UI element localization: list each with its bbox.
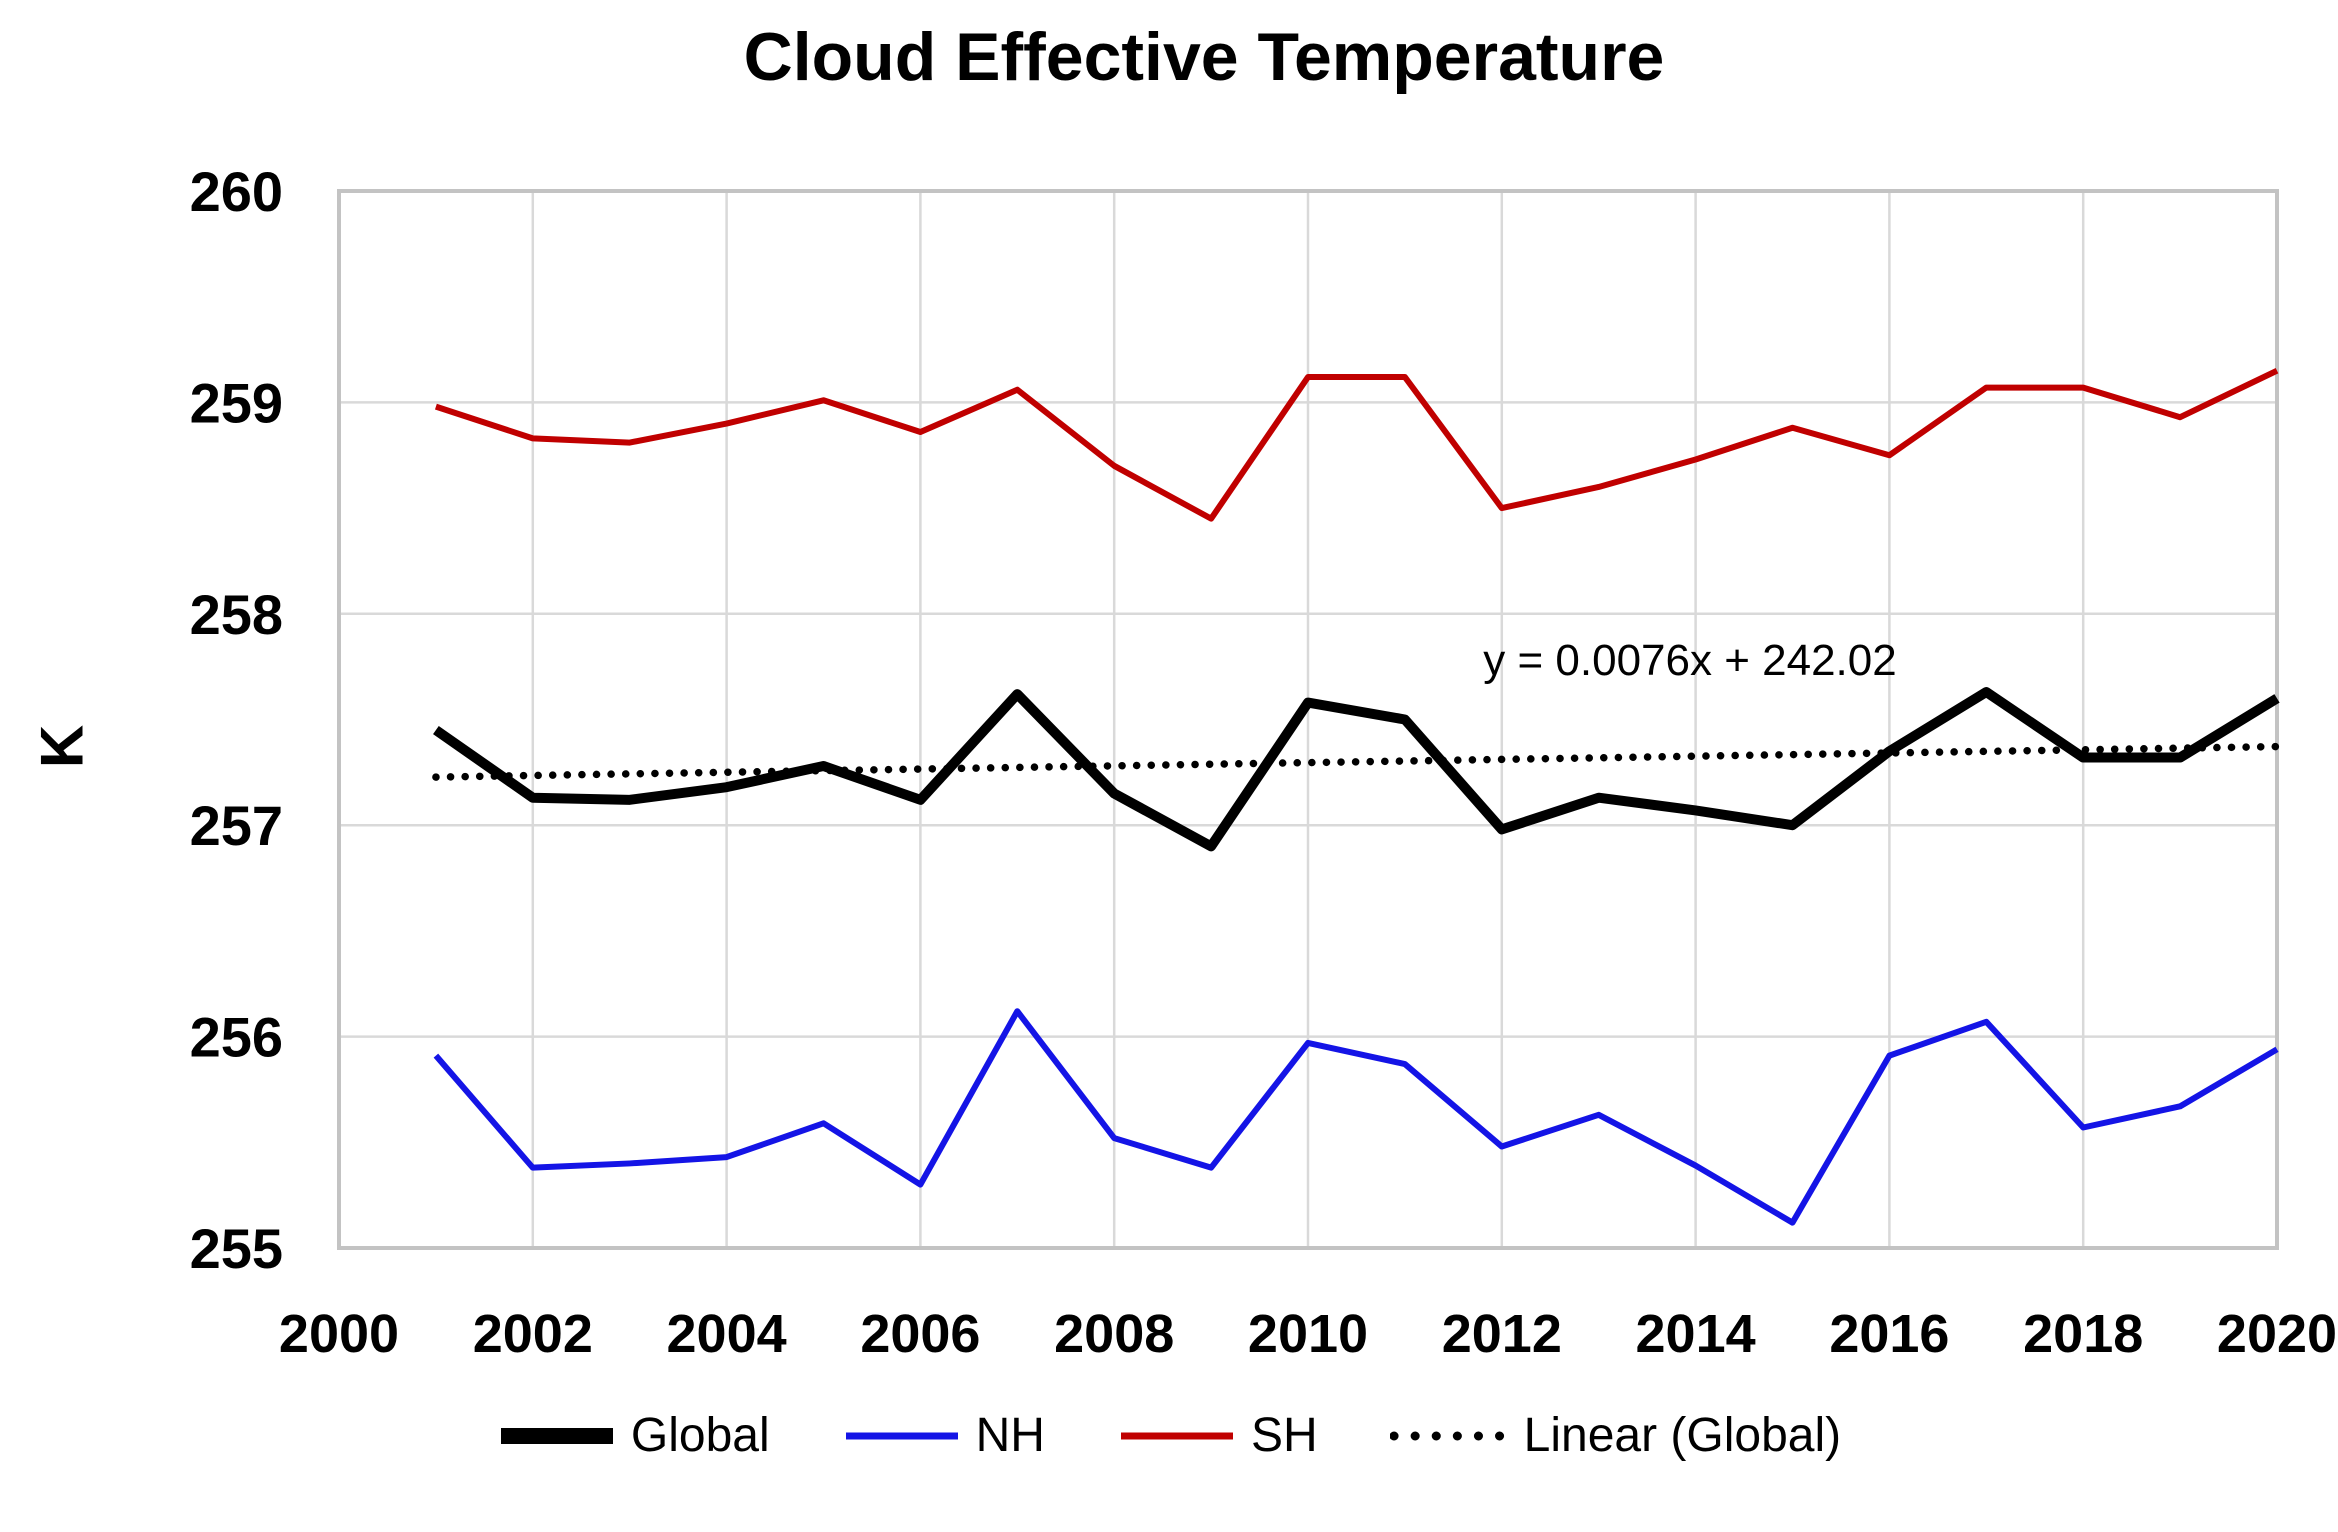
trend-equation-label: y = 0.0076x + 242.02 [1483, 636, 1897, 685]
y-tick-label: 260 [190, 160, 283, 223]
x-tick-label: 2010 [1248, 1304, 1368, 1364]
series-line-sh [434, 367, 2279, 522]
x-tick-label: 2000 [279, 1304, 399, 1364]
x-tick-label: 2016 [1829, 1304, 1949, 1364]
legend-swatch [845, 1432, 958, 1439]
legend-item-global: Global [497, 1408, 770, 1463]
x-tick-label: 2018 [2023, 1304, 2143, 1364]
legend: Global NH SH Linear (Global) [0, 1408, 2338, 1463]
x-tick-label: 2002 [473, 1304, 593, 1364]
y-axis-title: K [28, 724, 96, 769]
x-tick-label: 2006 [860, 1304, 980, 1364]
x-tick-label: 2004 [667, 1304, 787, 1364]
legend-item-sh: SH [1117, 1408, 1318, 1463]
y-tick-label: 255 [190, 1217, 283, 1280]
trend-line-linear-global [432, 742, 2281, 781]
y-tick-label: 258 [190, 583, 283, 646]
plot-border [337, 189, 2279, 1250]
legend-label: SH [1250, 1409, 1318, 1462]
x-tick-label: 2014 [1636, 1304, 1756, 1364]
legend-item-linear-global: Linear (Global) [1389, 1408, 1842, 1463]
legend-swatch [1120, 1432, 1233, 1439]
y-tick-label: 256 [190, 1006, 283, 1069]
legend-swatch [1389, 1431, 1510, 1440]
x-tick-label: 2020 [2217, 1304, 2337, 1364]
series-line-nh [433, 1008, 2279, 1226]
legend-label: NH [975, 1409, 1045, 1462]
y-tick-label: 257 [190, 794, 283, 857]
legend-swatch [500, 1427, 613, 1444]
y-tick-label: 259 [190, 371, 283, 434]
x-tick-label: 2008 [1054, 1304, 1174, 1364]
legend-item-nh: NH [842, 1408, 1045, 1463]
legend-label: Linear (Global) [1523, 1409, 1842, 1462]
x-tick-label: 2012 [1442, 1304, 1562, 1364]
chart-title: Cloud Effective Temperature [743, 19, 1665, 95]
series-line-global [433, 687, 2280, 852]
legend-label: Global [630, 1409, 770, 1462]
